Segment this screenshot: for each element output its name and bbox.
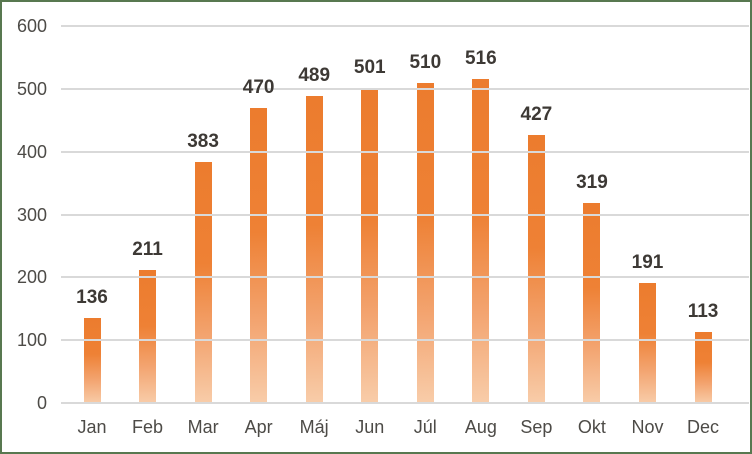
y-tick-label: 0: [36, 393, 47, 413]
bar-jun: [361, 88, 379, 404]
month-label: Júl: [413, 417, 437, 437]
month-label: Feb: [132, 417, 164, 437]
gridline: [61, 402, 749, 404]
y-tick-label: 200: [16, 267, 47, 288]
month-label: Okt: [577, 417, 606, 437]
gridline: [61, 276, 749, 279]
month-label: Apr: [244, 417, 273, 437]
bar-value-label: 516: [464, 47, 497, 69]
month-label: Sep: [520, 417, 553, 437]
bar-okt: [583, 202, 601, 404]
bar-value-label: 470: [242, 76, 275, 98]
month-label: Jun: [355, 417, 385, 437]
gridline: [61, 339, 749, 342]
bar-máj: [305, 95, 323, 404]
month-label: Dec: [687, 417, 720, 437]
gridline: [61, 87, 749, 90]
gridline: [61, 213, 749, 216]
bar-dec: [694, 331, 712, 404]
bar-value-label: 191: [631, 251, 664, 273]
bar-mar: [194, 162, 212, 404]
bar-jan: [83, 317, 101, 404]
bar-value-label: 510: [409, 51, 442, 73]
bar-feb: [139, 270, 157, 404]
gridline: [61, 150, 749, 153]
month-label: Aug: [464, 417, 497, 437]
month-label: Máj: [299, 417, 329, 437]
bar-apr: [250, 107, 268, 404]
bar-value-label: 501: [353, 57, 386, 79]
bar-value-label: 211: [132, 239, 163, 261]
bar-value-label: 383: [187, 131, 219, 153]
month-label: Jan: [77, 417, 107, 437]
bar-júl: [416, 82, 434, 404]
y-tick-label: 300: [16, 204, 47, 225]
bar-value-label: 113: [687, 300, 719, 322]
bar-value-label: 427: [520, 103, 553, 125]
bar-value-label: 489: [298, 64, 331, 86]
y-tick-label: 500: [16, 78, 47, 99]
y-tick-label: 400: [16, 141, 47, 162]
bar-aug: [472, 78, 490, 404]
bar-value-label: 136: [76, 286, 108, 308]
y-tick-label: 100: [16, 330, 47, 351]
bar-sep: [527, 134, 545, 404]
month-label: Mar: [187, 417, 219, 437]
bar-nov: [639, 282, 656, 404]
y-tick-label: 600: [16, 16, 47, 36]
bar-value-label: 319: [576, 171, 608, 193]
month-label: Nov: [631, 417, 664, 437]
gridline: [61, 25, 749, 27]
